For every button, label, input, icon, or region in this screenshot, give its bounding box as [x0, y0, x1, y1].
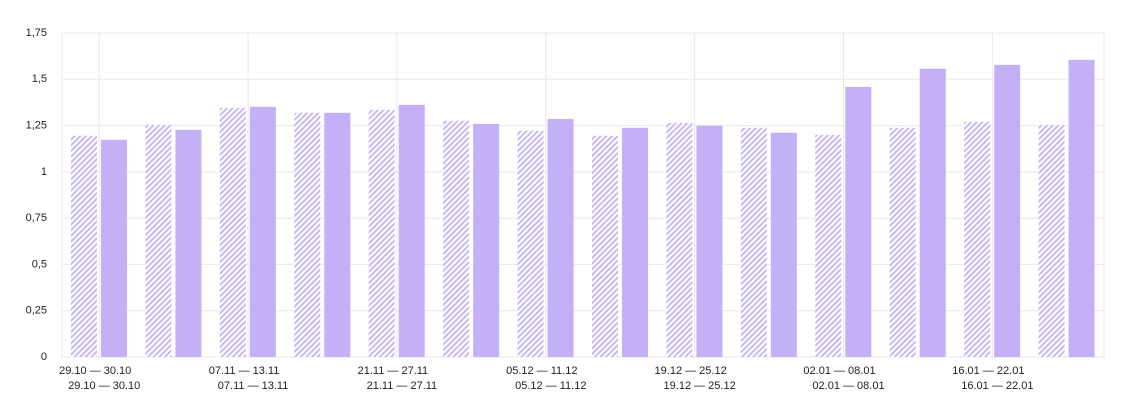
bar: [622, 127, 648, 357]
y-tick-label: 1,5: [32, 73, 47, 85]
x-tick-label: 02.01 — 08.01: [812, 380, 884, 392]
bar: [517, 130, 544, 357]
y-tick-label: 1,25: [26, 119, 47, 131]
x-tick-label: 16.01 — 22.01: [961, 380, 1033, 392]
plot-frame: [61, 32, 1105, 358]
bar: [740, 127, 767, 357]
bar: [889, 127, 916, 357]
bar: [71, 135, 97, 357]
bar: [473, 123, 500, 357]
bar: [324, 112, 351, 357]
bar: [1068, 59, 1095, 358]
bar: [175, 129, 202, 357]
x-tick-label: 21.11 — 27.11: [358, 365, 429, 377]
bar: [964, 121, 991, 358]
x-tick-label: 19.12 — 25.12: [664, 380, 736, 392]
x-tick-label: 02.01 — 08.01: [803, 365, 875, 377]
y-tick-label: 0,25: [26, 305, 47, 317]
x-tick-label: 29.10 — 30.10: [59, 365, 131, 377]
bar: [770, 132, 797, 357]
bar: [666, 122, 693, 358]
bar: [994, 64, 1021, 357]
bar: [219, 107, 246, 357]
bar: [368, 109, 395, 357]
bar: [249, 106, 276, 357]
x-tick-label: 05.12 — 11.12: [515, 380, 586, 392]
bar: [1038, 124, 1065, 357]
bar: [919, 68, 946, 357]
y-tick-label: 0,5: [32, 258, 47, 270]
x-tick-label: 05.12 — 11.12: [506, 365, 577, 377]
bar: [443, 120, 470, 357]
bar: [815, 134, 842, 357]
bar: [696, 125, 723, 358]
x-tick-label: 07.11 — 13.11: [209, 365, 280, 377]
bar: [145, 124, 172, 357]
bar: [398, 104, 425, 358]
x-tick-label: 07.11 — 13.11: [218, 380, 289, 392]
bar: [101, 139, 127, 357]
x-tick-label: 21.11 — 27.11: [367, 380, 438, 392]
bar: [547, 118, 574, 358]
x-tick-label: 16.01 — 22.01: [952, 365, 1024, 377]
y-tick-label: 1: [41, 166, 47, 178]
y-tick-label: 0: [41, 351, 47, 363]
x-tick-label: 19.12 — 25.12: [655, 365, 727, 377]
y-tick-label: 1,75: [26, 27, 47, 39]
bar: [845, 86, 872, 357]
y-tick-label: 0,75: [26, 212, 47, 224]
bar: [294, 112, 321, 357]
bar: [592, 135, 618, 357]
x-tick-label: 29.10 — 30.10: [68, 380, 140, 392]
